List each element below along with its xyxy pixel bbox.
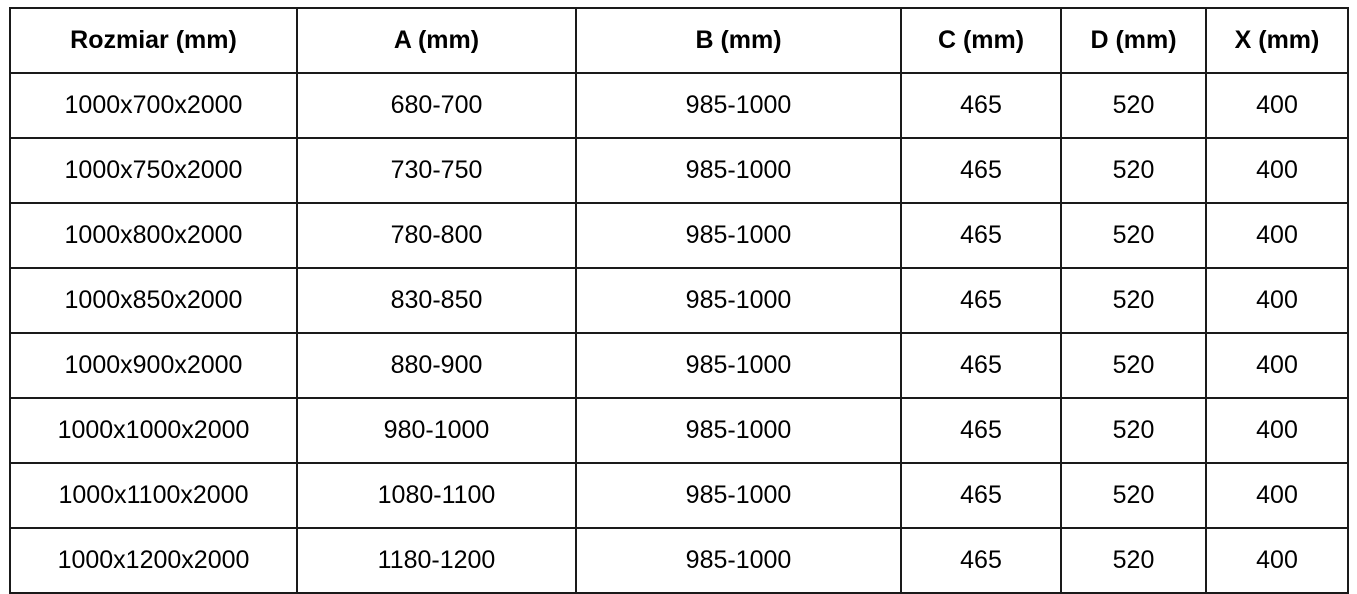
column-header-d: D (mm) — [1060, 7, 1207, 74]
cell-a: 880-900 — [296, 332, 577, 399]
cell-b: 985-1000 — [575, 72, 902, 139]
cell-d: 520 — [1060, 462, 1207, 529]
cell-a: 730-750 — [296, 137, 577, 204]
cell-d: 520 — [1060, 397, 1207, 464]
column-header-x: X (mm) — [1205, 7, 1349, 74]
cell-d: 520 — [1060, 202, 1207, 269]
column-header-b: B (mm) — [575, 7, 902, 74]
cell-a: 780-800 — [296, 202, 577, 269]
table-row: 1000x750x2000 730-750 985-1000 465 520 4… — [9, 137, 1349, 204]
cell-d: 520 — [1060, 527, 1207, 594]
cell-b: 985-1000 — [575, 527, 902, 594]
cell-a: 680-700 — [296, 72, 577, 139]
cell-b: 985-1000 — [575, 267, 902, 334]
cell-x: 400 — [1205, 202, 1349, 269]
cell-x: 400 — [1205, 72, 1349, 139]
table-header-row: Rozmiar (mm) A (mm) B (mm) C (mm) D (mm)… — [9, 7, 1349, 74]
table-row: 1000x900x2000 880-900 985-1000 465 520 4… — [9, 332, 1349, 399]
cell-c: 465 — [900, 72, 1062, 139]
cell-b: 985-1000 — [575, 202, 902, 269]
cell-a: 1180-1200 — [296, 527, 577, 594]
cell-d: 520 — [1060, 72, 1207, 139]
cell-rozmiar: 1000x850x2000 — [9, 267, 298, 334]
table-row: 1000x700x2000 680-700 985-1000 465 520 4… — [9, 72, 1349, 139]
cell-rozmiar: 1000x750x2000 — [9, 137, 298, 204]
cell-b: 985-1000 — [575, 397, 902, 464]
table-row: 1000x850x2000 830-850 985-1000 465 520 4… — [9, 267, 1349, 334]
size-table-container: Rozmiar (mm) A (mm) B (mm) C (mm) D (mm)… — [9, 7, 1349, 594]
table-row: 1000x800x2000 780-800 985-1000 465 520 4… — [9, 202, 1349, 269]
cell-d: 520 — [1060, 137, 1207, 204]
table-body: 1000x700x2000 680-700 985-1000 465 520 4… — [9, 72, 1349, 594]
cell-x: 400 — [1205, 527, 1349, 594]
cell-c: 465 — [900, 462, 1062, 529]
table-row: 1000x1000x2000 980-1000 985-1000 465 520… — [9, 397, 1349, 464]
cell-rozmiar: 1000x1100x2000 — [9, 462, 298, 529]
cell-c: 465 — [900, 527, 1062, 594]
cell-rozmiar: 1000x900x2000 — [9, 332, 298, 399]
table-row: 1000x1200x2000 1180-1200 985-1000 465 52… — [9, 527, 1349, 594]
cell-a: 830-850 — [296, 267, 577, 334]
cell-c: 465 — [900, 332, 1062, 399]
cell-d: 520 — [1060, 267, 1207, 334]
table-header: Rozmiar (mm) A (mm) B (mm) C (mm) D (mm)… — [9, 7, 1349, 74]
cell-c: 465 — [900, 137, 1062, 204]
cell-rozmiar: 1000x700x2000 — [9, 72, 298, 139]
cell-b: 985-1000 — [575, 137, 902, 204]
cell-x: 400 — [1205, 267, 1349, 334]
cell-b: 985-1000 — [575, 332, 902, 399]
column-header-c: C (mm) — [900, 7, 1062, 74]
shower-enclosure-size-table: Rozmiar (mm) A (mm) B (mm) C (mm) D (mm)… — [9, 7, 1349, 594]
cell-x: 400 — [1205, 462, 1349, 529]
cell-a: 980-1000 — [296, 397, 577, 464]
cell-x: 400 — [1205, 332, 1349, 399]
cell-c: 465 — [900, 397, 1062, 464]
cell-c: 465 — [900, 267, 1062, 334]
cell-rozmiar: 1000x1200x2000 — [9, 527, 298, 594]
column-header-rozmiar: Rozmiar (mm) — [9, 7, 298, 74]
column-header-a: A (mm) — [296, 7, 577, 74]
cell-x: 400 — [1205, 137, 1349, 204]
cell-rozmiar: 1000x800x2000 — [9, 202, 298, 269]
cell-c: 465 — [900, 202, 1062, 269]
cell-d: 520 — [1060, 332, 1207, 399]
cell-rozmiar: 1000x1000x2000 — [9, 397, 298, 464]
cell-x: 400 — [1205, 397, 1349, 464]
table-row: 1000x1100x2000 1080-1100 985-1000 465 52… — [9, 462, 1349, 529]
cell-a: 1080-1100 — [296, 462, 577, 529]
cell-b: 985-1000 — [575, 462, 902, 529]
